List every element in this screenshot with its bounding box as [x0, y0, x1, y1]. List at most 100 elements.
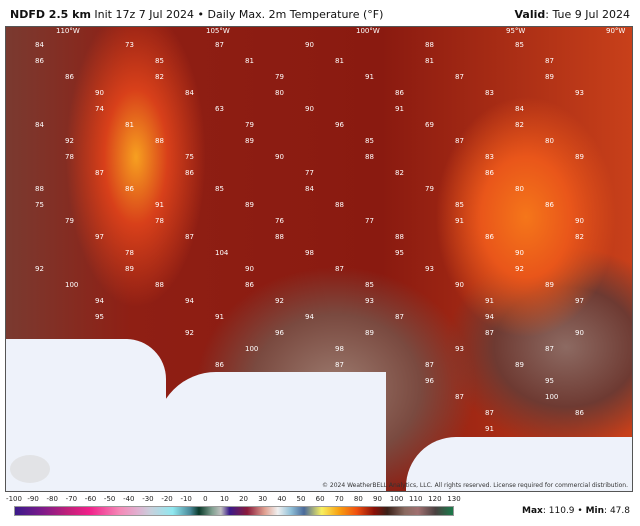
temperature-label: 87 — [95, 169, 104, 177]
temperature-label: 92 — [275, 297, 284, 305]
colorbar-tick: 110 — [409, 495, 423, 503]
temperature-label: 85 — [515, 41, 524, 49]
temperature-label: 77 — [365, 217, 374, 225]
temperature-label: 79 — [245, 121, 254, 129]
valid-date: Tue 9 Jul 2024 — [552, 8, 630, 21]
temperature-label: 88 — [155, 281, 164, 289]
temperature-label: 77 — [305, 169, 314, 177]
temperature-label: 87 — [215, 41, 224, 49]
colorbar-tick: -20 — [161, 495, 173, 503]
temperature-label: 86 — [65, 73, 74, 81]
temperature-label: 78 — [155, 217, 164, 225]
temperature-label: 89 — [245, 201, 254, 209]
min-label: Min — [585, 506, 605, 516]
temperature-label: 79 — [275, 73, 284, 81]
temperature-label: 76 — [275, 217, 284, 225]
temperature-label: 84 — [305, 185, 314, 193]
temperature-label: 94 — [485, 313, 494, 321]
temperature-label: 84 — [185, 89, 194, 97]
temperature-map: 84 73 87 90 88 85 86 85 81 81 81 87 86 82 79 91 87 89 90 84… — [5, 26, 633, 492]
temperature-label: 86 — [485, 233, 494, 241]
temperature-label: 81 — [245, 57, 254, 65]
temperature-label: 83 — [485, 89, 494, 97]
temperature-label: 86 — [575, 409, 584, 417]
colorbar-tick: -60 — [84, 495, 97, 503]
temperature-label: 83 — [485, 153, 494, 161]
temperature-label: 95 — [395, 249, 404, 257]
temperature-label: 86 — [35, 57, 44, 65]
temperature-label: 78 — [65, 153, 74, 161]
temperature-label: 82 — [155, 73, 164, 81]
temperature-label: 82 — [395, 169, 404, 177]
separator: • — [577, 506, 583, 516]
colorbar-tick: 60 — [315, 495, 325, 503]
temperature-label: 86 — [395, 89, 404, 97]
temperature-label: 87 — [545, 57, 554, 65]
temperature-label: 89 — [245, 137, 254, 145]
temperature-label: 87 — [455, 393, 464, 401]
temperature-label: 84 — [515, 105, 524, 113]
temperature-label: 90 — [275, 153, 284, 161]
temperature-label: 87 — [455, 73, 464, 81]
temperature-label: 100 — [545, 393, 559, 401]
temperature-label: 80 — [275, 89, 284, 97]
product-name: Daily Max. 2m Temperature (°F) — [207, 8, 384, 21]
temperature-label: 91 — [485, 425, 494, 433]
colorbar-tick: 80 — [353, 495, 363, 503]
temperature-label: 91 — [485, 297, 494, 305]
temperature-label: 73 — [125, 41, 134, 49]
temperature-label: 74 — [95, 105, 104, 113]
temperature-label: 87 — [335, 361, 344, 369]
weatherbell-logo — [10, 455, 50, 483]
colorbar-tick: -10 — [180, 495, 192, 503]
temperature-label: 88 — [35, 185, 44, 193]
temperature-label: 86 — [545, 201, 554, 209]
temperature-label: 90 — [95, 89, 104, 97]
colorbar-tick: -50 — [103, 495, 116, 503]
temperature-label: 87 — [455, 137, 464, 145]
colorbar-tick: 40 — [277, 495, 287, 503]
temperature-label: 79 — [65, 217, 74, 225]
temperature-label: 89 — [365, 329, 374, 337]
temperature-label: 89 — [515, 361, 524, 369]
colorbar-ticks: -100 -90 -80 -70 -60 -50 -40 -30 -20 -10 0 10 20 30 40… — [0, 495, 520, 505]
colorbar-tick: 10 — [219, 495, 229, 503]
temperature-label: 87 — [185, 233, 194, 241]
temperature-label: 90 — [305, 41, 314, 49]
longitude-label: 95°W — [506, 27, 526, 35]
separator: • — [197, 8, 205, 21]
temperature-label: 92 — [35, 265, 44, 273]
colorbar-tick: 90 — [373, 495, 382, 503]
temperature-label: 89 — [575, 153, 584, 161]
temperature-label: 69 — [425, 121, 434, 129]
temperature-label: 88 — [425, 41, 434, 49]
temperature-label: 81 — [335, 57, 344, 65]
temperature-label: 90 — [575, 329, 584, 337]
temperature-label: 100 — [65, 281, 79, 289]
header: NDFD 2.5 km Init 17z 7 Jul 2024 • Daily … — [0, 0, 640, 26]
colorbar-tick: 130 — [447, 495, 461, 503]
temperature-label: 89 — [545, 73, 554, 81]
temperature-label: 90 — [455, 281, 464, 289]
temperature-label: 85 — [455, 201, 464, 209]
colorbar-tick: -40 — [123, 495, 135, 503]
valid-time: Valid: Tue 9 Jul 2024 — [514, 8, 631, 21]
temperature-label: 87 — [425, 361, 434, 369]
temperature-label: 91 — [455, 217, 464, 225]
temperature-label: 92 — [515, 265, 524, 273]
temperature-label: 88 — [395, 233, 404, 241]
temperature-label: 81 — [425, 57, 434, 65]
temperature-label: 91 — [215, 313, 224, 321]
colorbar-tick: 100 — [389, 495, 404, 503]
temperature-label: 104 — [215, 249, 229, 257]
temperature-label: 63 — [215, 105, 224, 113]
temperature-label: 95 — [545, 377, 554, 385]
max-label: Max — [522, 506, 543, 516]
colorbar — [14, 506, 454, 516]
longitude-label: 100°W — [356, 27, 380, 35]
temperature-label: 94 — [185, 297, 194, 305]
temperature-label: 93 — [425, 265, 434, 273]
temperature-label: 93 — [455, 345, 464, 353]
temperature-label: 91 — [155, 201, 164, 209]
temperature-label: 93 — [575, 89, 584, 97]
